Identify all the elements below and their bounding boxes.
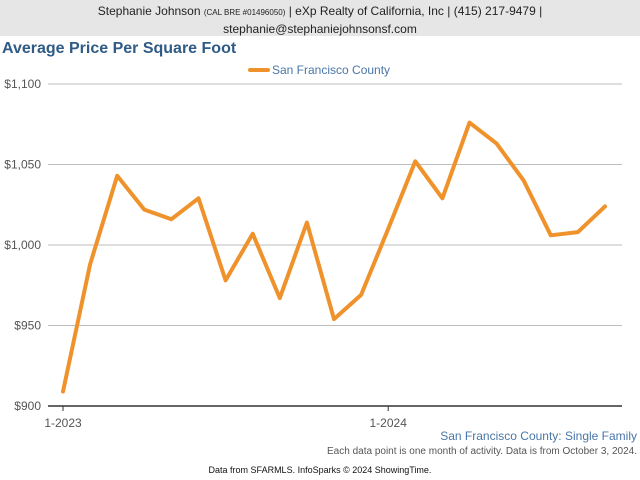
agent-name: Stephanie Johnson [97, 4, 201, 18]
y-tick-label: $1,100 [4, 77, 41, 91]
series-line-san-francisco-county [61, 120, 607, 394]
y-tick-label: $950 [14, 319, 41, 333]
axes: $900 $950 $1,000 $1,050 $1,100 1-2023 1-2024 [4, 77, 622, 430]
x-tick-label: 1-2023 [44, 416, 82, 430]
agent-license: (CAL BRE #01496050) [203, 8, 286, 17]
legend-label: San Francisco County [272, 63, 390, 77]
agent-line-1: Stephanie Johnson (CAL BRE #01496050) | … [0, 3, 640, 21]
grid-lines [48, 83, 622, 326]
legend: San Francisco County [248, 63, 390, 77]
series-layer [61, 120, 607, 394]
chart-title: Average Price Per Square Foot [2, 40, 237, 57]
chart-subtitle: San Francisco County: Single Family [440, 429, 637, 443]
agent-agency: | eXp Realty of California, Inc | (415) … [288, 4, 543, 18]
agent-email: stephanie@stephaniejohnsonsf.com [223, 22, 417, 36]
data-source: Data from SFARMLS. InfoSparks © 2024 Sho… [208, 465, 432, 475]
x-tick-label: 1-2024 [370, 416, 408, 430]
data-note: Each data point is one month of activity… [327, 446, 637, 457]
y-tick-label: $1,000 [4, 238, 41, 252]
y-tick-label: $1,050 [4, 158, 41, 172]
y-tick-label: $900 [14, 399, 41, 413]
agent-header: Stephanie Johnson (CAL BRE #01496050) | … [0, 0, 640, 36]
